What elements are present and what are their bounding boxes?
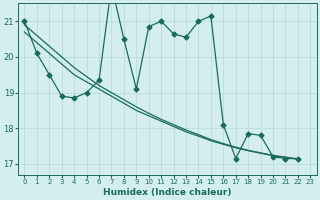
X-axis label: Humidex (Indice chaleur): Humidex (Indice chaleur) [103,188,232,197]
